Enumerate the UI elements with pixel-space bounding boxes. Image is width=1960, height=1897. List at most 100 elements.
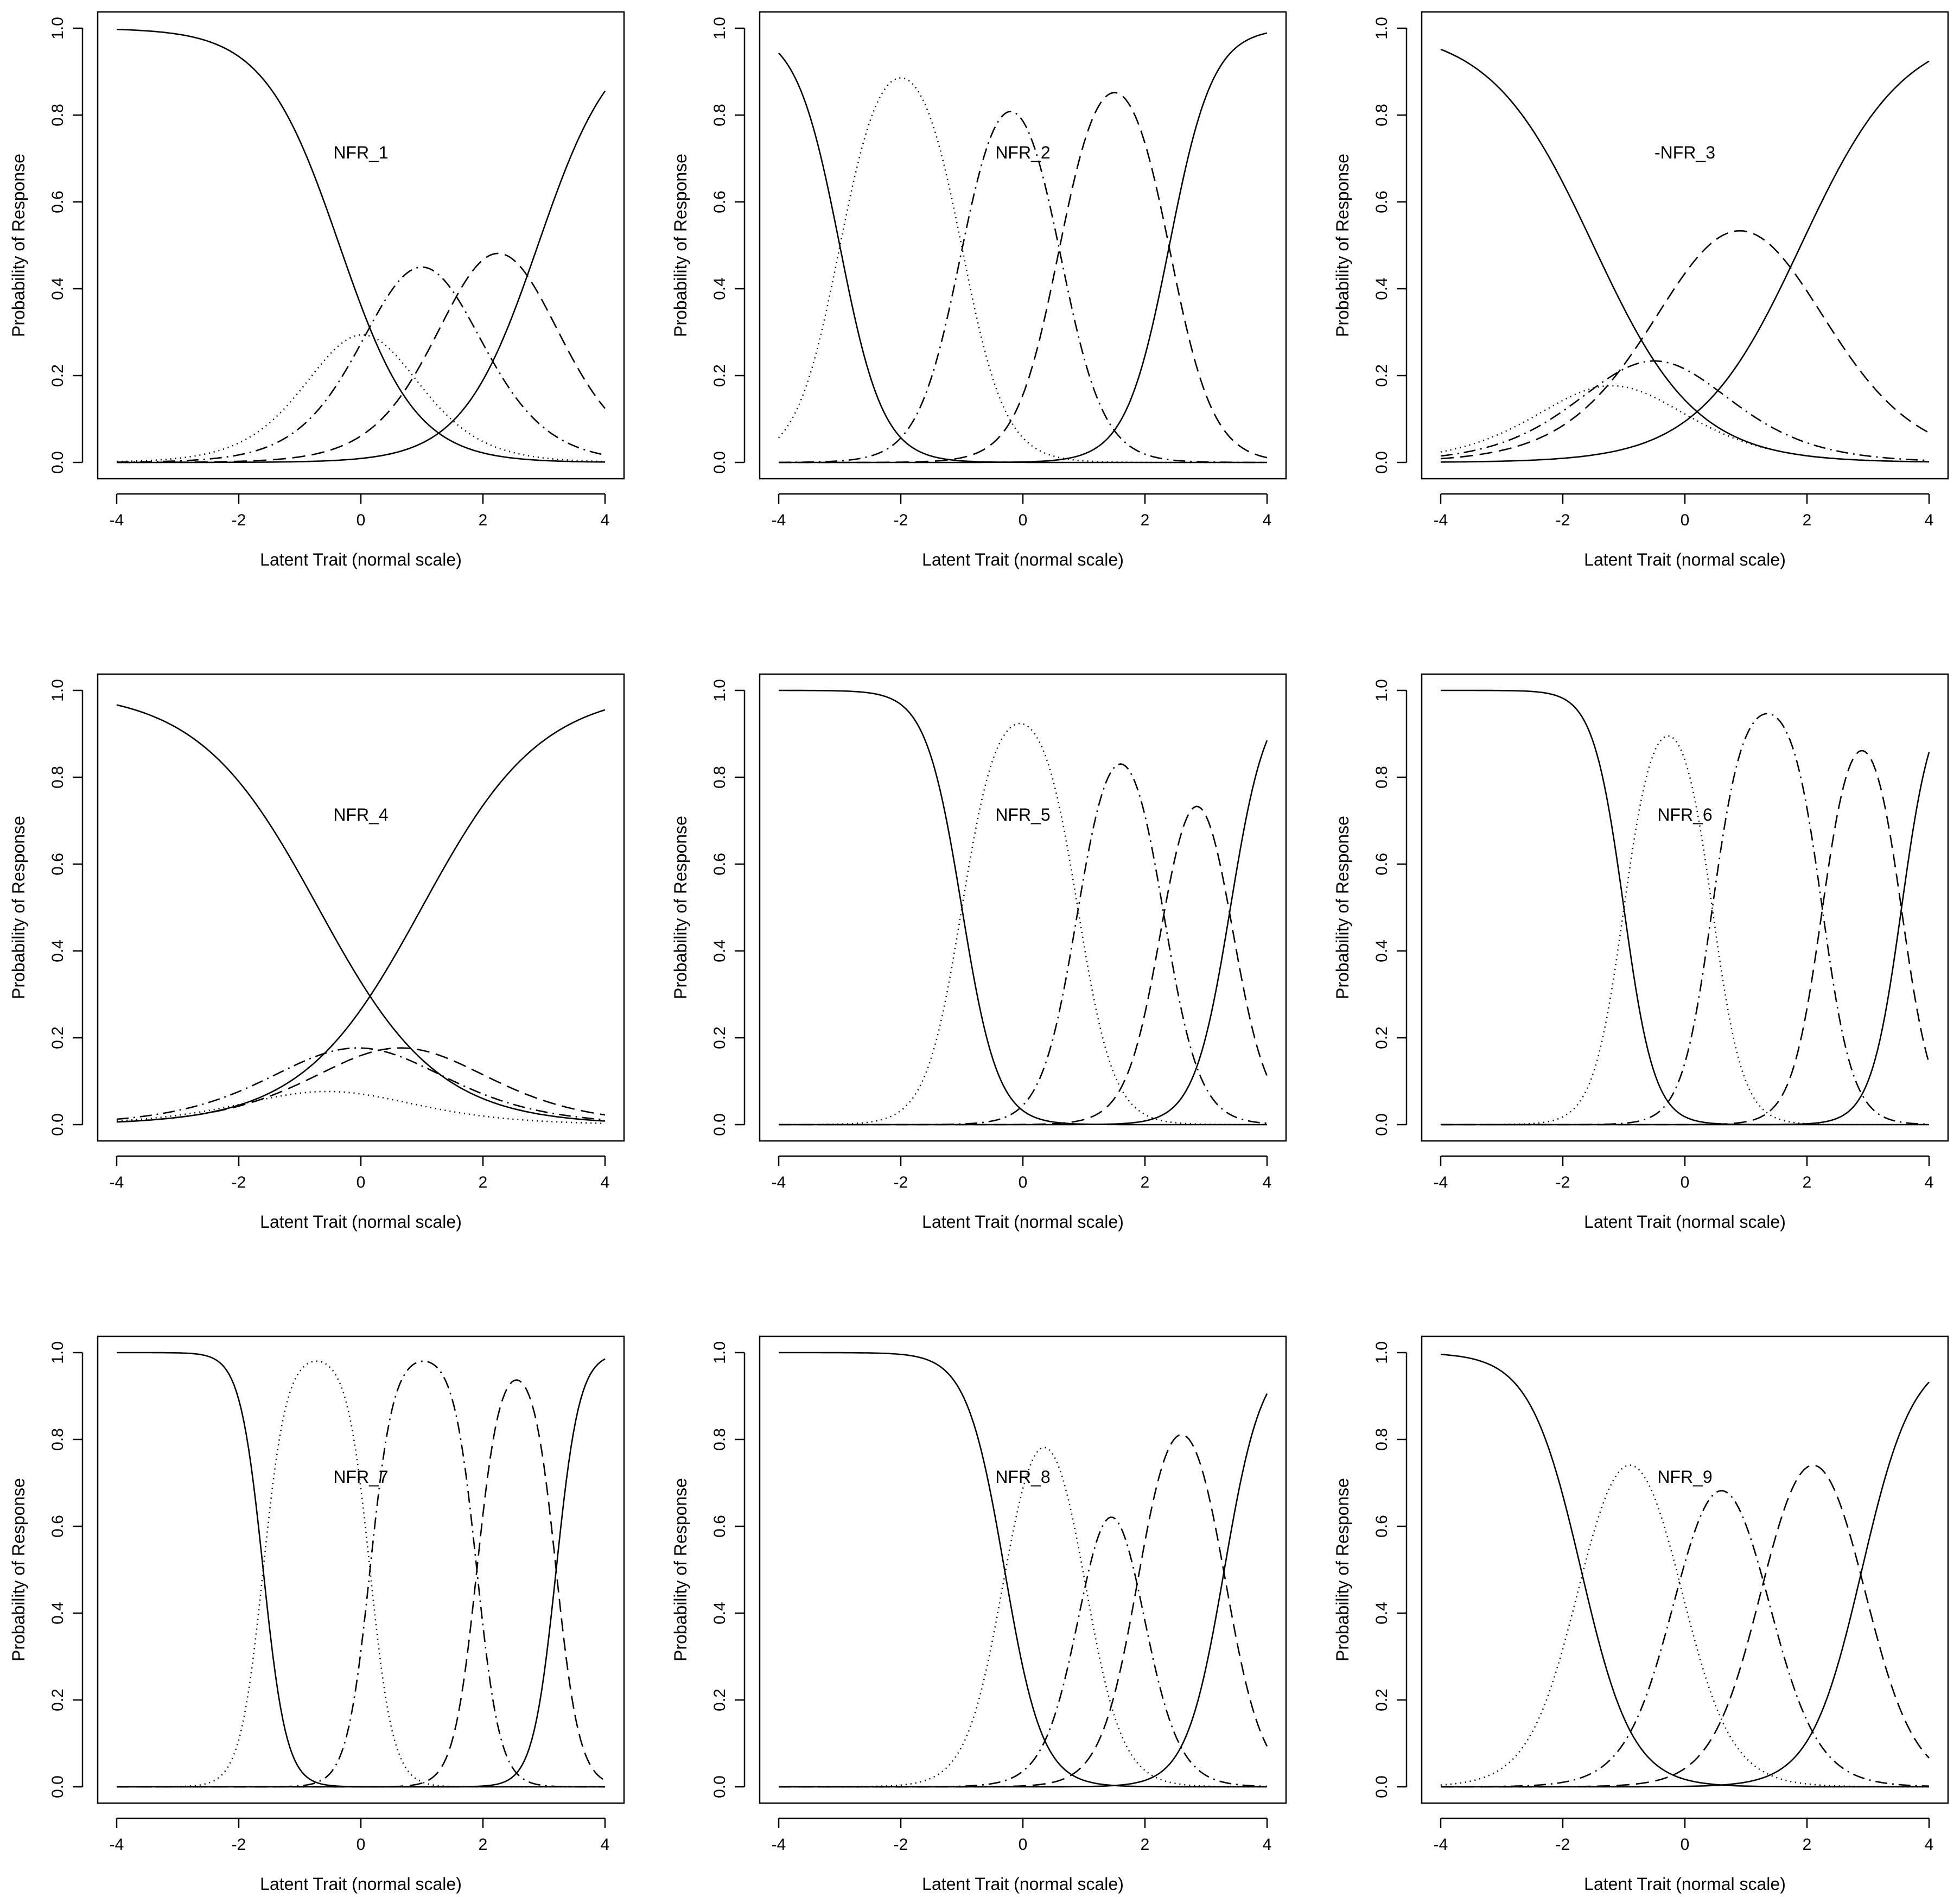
category-1-curve: [778, 52, 1267, 464]
x-tick-label: 4: [1263, 511, 1272, 529]
panel-3: -4 -2 0 2 4 Latent Trait (normal scale) 0.0 0.2…: [1333, 11, 1949, 569]
category-5-curve: [1441, 60, 1930, 463]
y-tick-label: 0.8: [1373, 766, 1391, 789]
x-tick-label: -4: [772, 1836, 786, 1854]
x-tick-label: -2: [894, 511, 908, 529]
y-tick-label: 0.8: [49, 104, 67, 126]
x-tick-label: 2: [1141, 511, 1150, 529]
y-tick-label: 1.0: [49, 1341, 67, 1364]
y-tick-label: 0.8: [1373, 104, 1391, 126]
category-5-curve: [116, 709, 606, 1123]
x-tick-label: 2: [1141, 1836, 1150, 1854]
x-tick-label: -4: [772, 1173, 786, 1191]
panel-1: -4 -2 0 2 4 Latent Trait (normal scale) 0.0 0.2…: [9, 11, 625, 569]
x-tick-label: 0: [1019, 511, 1028, 529]
y-tick-label: 0.2: [49, 1689, 67, 1711]
y-tick-label: 0.4: [711, 277, 729, 300]
x-tick-label: 0: [1019, 1173, 1028, 1191]
y-tick-label: 1.0: [1373, 17, 1391, 40]
x-tick-label: -2: [1556, 511, 1570, 529]
x-tick-label: 2: [479, 511, 488, 529]
y-tick-label: 1.0: [49, 17, 67, 40]
plot-frame: [97, 673, 625, 1142]
x-axis-title: Latent Trait (normal scale): [1584, 1874, 1786, 1894]
category-2-curve: [117, 1360, 605, 1788]
y-tick-label: 1.0: [1373, 1341, 1391, 1364]
category-5-curve: [117, 91, 606, 464]
y-tick-label: 0.2: [1373, 364, 1391, 387]
y-tick-label: 0.2: [711, 364, 729, 387]
panel-label: NFR_4: [333, 805, 388, 824]
y-tick-label: 0.6: [1373, 1515, 1391, 1538]
plot-frame: [97, 11, 625, 480]
y-tick-label: 0.0: [711, 1775, 729, 1798]
y-axis-title: Probability of Response: [9, 816, 28, 999]
panel-label: NFR_9: [1657, 1467, 1712, 1487]
y-tick-label: 0.6: [49, 853, 67, 875]
y-tick-label: 0.0: [1373, 451, 1391, 474]
x-tick-label: 0: [357, 1173, 366, 1191]
y-tick-label: 0.0: [49, 1113, 67, 1136]
panel-label: NFR_5: [995, 805, 1050, 824]
x-tick-label: -4: [110, 511, 124, 529]
y-tick-label: 0.2: [1373, 1026, 1391, 1049]
x-tick-label: 0: [357, 1836, 366, 1854]
x-tick-label: -2: [232, 511, 246, 529]
x-tick-label: 2: [479, 1173, 488, 1191]
y-tick-label: 0.8: [711, 766, 729, 789]
x-tick-label: -4: [1434, 511, 1448, 529]
y-axis-title: Probability of Response: [671, 154, 690, 337]
y-tick-label: 0.2: [711, 1026, 729, 1049]
y-tick-label: 0.4: [49, 1602, 67, 1625]
panel-label: -NFR_3: [1654, 143, 1715, 162]
x-tick-label: -2: [232, 1836, 246, 1854]
y-tick-label: 0.4: [49, 940, 67, 962]
category-4-curve: [779, 1433, 1268, 1788]
x-tick-label: -2: [894, 1836, 908, 1854]
x-tick-label: -2: [894, 1173, 908, 1191]
x-axis-title: Latent Trait (normal scale): [922, 550, 1124, 569]
plot-frame: [759, 11, 1287, 480]
x-tick-label: -4: [110, 1836, 124, 1854]
x-tick-label: -4: [1434, 1836, 1448, 1854]
category-1-curve: [1440, 1354, 1929, 1788]
x-axis-title: Latent Trait (normal scale): [922, 1212, 1124, 1232]
x-tick-label: -4: [110, 1173, 124, 1191]
y-tick-label: 0.4: [711, 1602, 729, 1625]
category-2-curve: [116, 334, 606, 462]
category-3-curve: [117, 1360, 605, 1788]
x-tick-label: -4: [1434, 1173, 1448, 1191]
y-axis-title: Probability of Response: [1333, 1478, 1352, 1661]
y-tick-label: 0.6: [711, 853, 729, 875]
category-5-curve: [117, 1358, 606, 1788]
y-axis-title: Probability of Response: [1333, 154, 1352, 337]
x-tick-label: 2: [1803, 1173, 1812, 1191]
panel-9: -4 -2 0 2 4 Latent Trait (normal scale) 0.0 0.2…: [1333, 1335, 1949, 1894]
x-axis-title: Latent Trait (normal scale): [1584, 1212, 1786, 1232]
y-tick-label: 0.8: [49, 766, 67, 789]
category-3-curve: [779, 1516, 1268, 1788]
x-tick-label: 4: [1263, 1836, 1272, 1854]
y-tick-label: 0.0: [1373, 1775, 1391, 1798]
y-tick-label: 0.4: [1373, 277, 1391, 300]
y-axis-title: Probability of Response: [9, 154, 28, 337]
plot-frame: [759, 1335, 1287, 1804]
category-5-curve: [779, 32, 1268, 464]
y-tick-label: 0.6: [49, 1515, 67, 1538]
y-tick-label: 1.0: [711, 1341, 729, 1364]
panel-2: -4 -2 0 2 4 Latent Trait (normal scale) 0.0 0.2…: [671, 11, 1287, 569]
y-axis-title: Probability of Response: [9, 1478, 28, 1661]
y-tick-label: 0.2: [1373, 1689, 1391, 1711]
x-axis-title: Latent Trait (normal scale): [260, 1874, 462, 1894]
category-4-curve: [1440, 230, 1930, 460]
panel-label: NFR_1: [333, 143, 388, 162]
category-3-curve: [1441, 713, 1930, 1126]
category-1-curve: [116, 704, 606, 1122]
plot-frame: [1421, 673, 1949, 1142]
category-4-curve: [116, 1047, 606, 1123]
x-axis-title: Latent Trait (normal scale): [260, 1212, 462, 1232]
y-tick-label: 1.0: [711, 17, 729, 40]
x-tick-label: 2: [1803, 1836, 1812, 1854]
x-tick-label: 4: [601, 1836, 610, 1854]
y-tick-label: 0.8: [711, 104, 729, 126]
